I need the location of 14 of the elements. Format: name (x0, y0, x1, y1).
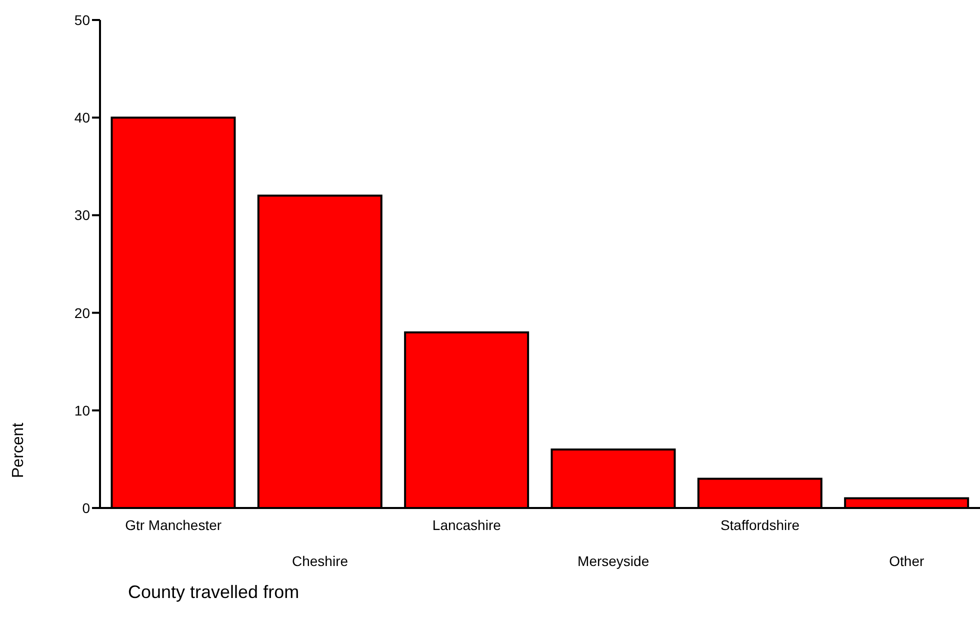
y-tick-label: 10 (74, 402, 90, 418)
y-tick-label: 40 (74, 110, 90, 126)
x-tick-label: Lancashire (432, 517, 502, 533)
y-tick-label: 50 (74, 12, 90, 28)
x-tick-label: Staffordshire (720, 517, 800, 533)
y-tick-label: 0 (82, 500, 90, 516)
x-tick-label: Cheshire (292, 553, 348, 569)
x-axis-title: County travelled from (128, 582, 300, 603)
y-tick-label: 20 (74, 304, 90, 321)
y-tick-label: 30 (74, 207, 90, 224)
x-tick-label: Merseyside (578, 553, 650, 569)
x-tick-label: Other (889, 553, 925, 569)
y-axis-title: Percent (10, 422, 28, 478)
x-tick-label: Gtr Manchester (125, 517, 222, 533)
